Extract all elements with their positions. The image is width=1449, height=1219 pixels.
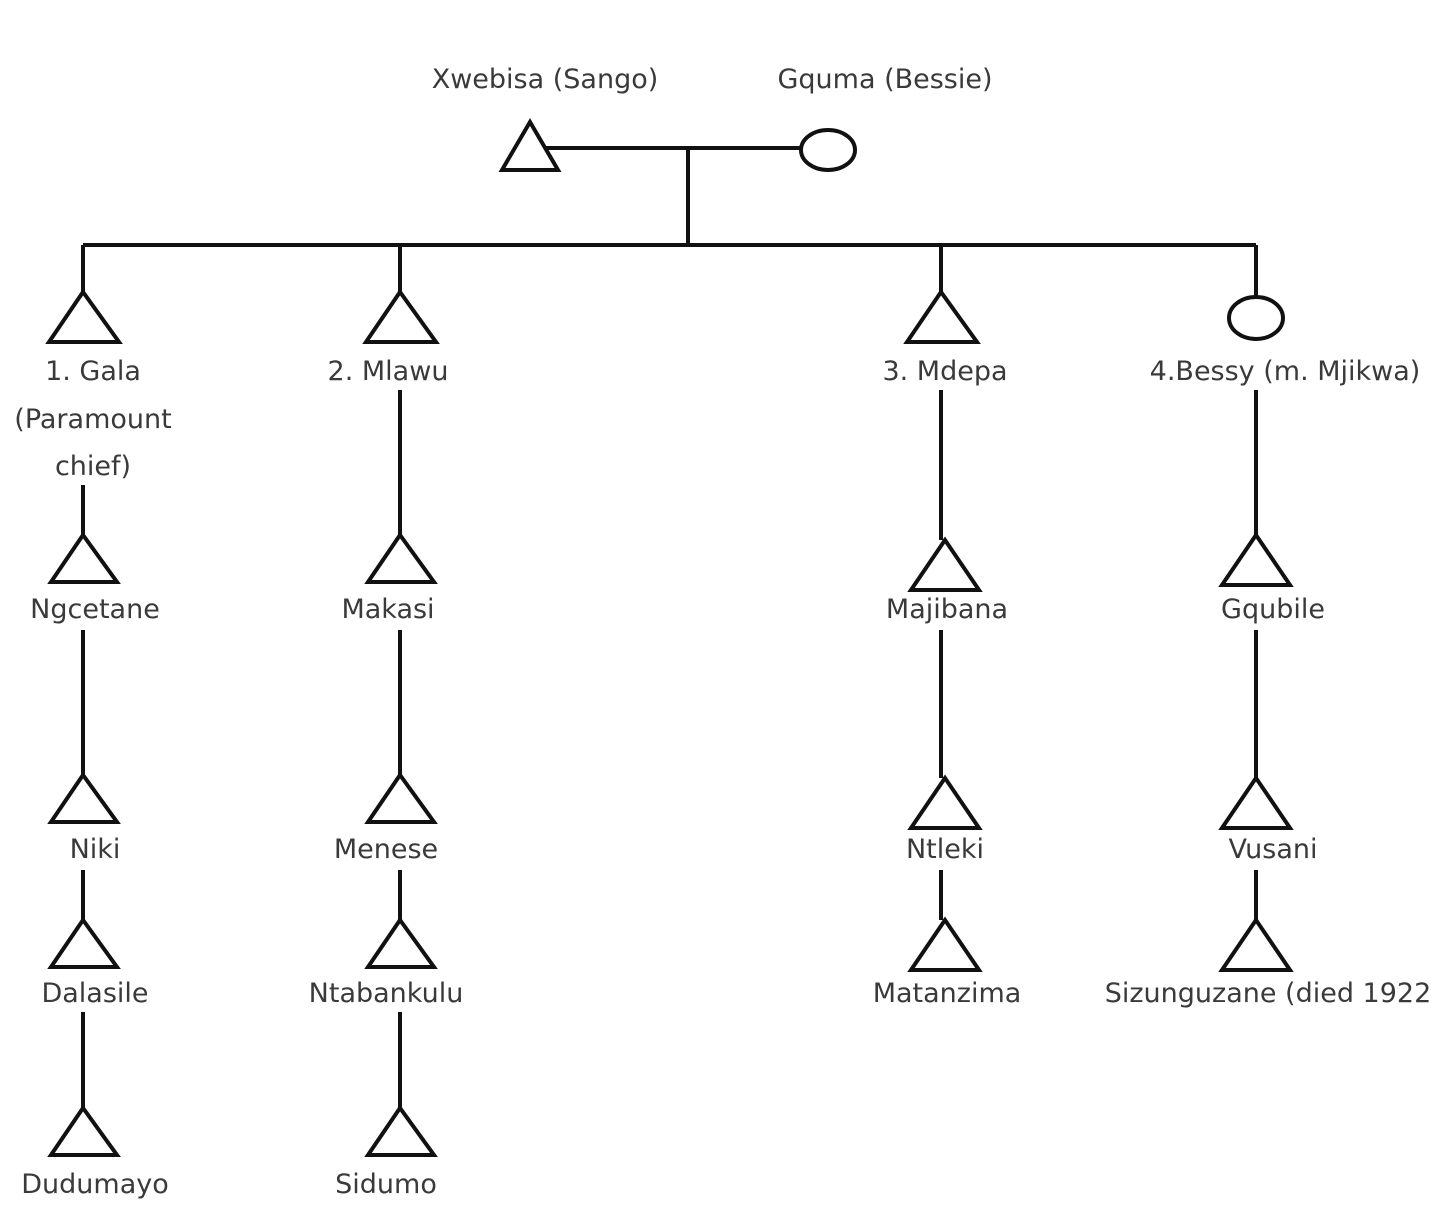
descendant-label: Dalasile	[41, 978, 148, 1009]
father-label: Xwebisa (Sango)	[432, 64, 659, 95]
male-triangle-icon	[498, 118, 562, 172]
male-triangle-icon	[907, 916, 983, 972]
child-label: 3. Mdepa	[882, 356, 1007, 387]
child-label: 1. Gala	[45, 356, 141, 387]
child-label: 4.Bessy (m. Mjikwa)	[1150, 356, 1421, 387]
male-triangle-icon	[364, 531, 438, 584]
male-triangle-icon	[364, 771, 438, 824]
descendant-label: Ntabankulu	[309, 978, 464, 1009]
child-label: 2. Mlawu	[328, 356, 449, 387]
descendant-label: Ngcetane	[30, 594, 160, 625]
branch-bessy: 4.Bessy (m. Mjikwa) Gqubile Vusani Sizun…	[1105, 245, 1432, 1009]
descendant-label: Sidumo	[335, 1169, 437, 1200]
descendant-label: Menese	[334, 834, 438, 865]
descendant-label: Dudumayo	[21, 1169, 169, 1200]
branch-mlawu: 2. Mlawu Makasi Menese Ntabankulu Sidumo	[309, 245, 464, 1200]
male-triangle-icon	[47, 1104, 121, 1157]
descendant-label: Majibana	[886, 594, 1008, 625]
male-triangle-icon	[364, 1104, 438, 1157]
male-triangle-icon	[364, 916, 438, 969]
descendant-label: Vusani	[1229, 834, 1318, 865]
male-triangle-icon	[45, 288, 123, 344]
male-triangle-icon	[47, 916, 121, 969]
female-circle-icon	[799, 128, 857, 172]
male-triangle-icon	[1218, 916, 1294, 972]
branch-mdepa: 3. Mdepa Majibana Ntleki Matanzima	[873, 245, 1022, 1009]
male-triangle-icon	[1218, 531, 1294, 587]
descendant-label: Niki	[70, 834, 121, 865]
descendant-label: Matanzima	[873, 978, 1022, 1009]
male-triangle-icon	[47, 531, 121, 584]
female-circle-icon	[1227, 295, 1285, 341]
descendant-label: Makasi	[341, 594, 434, 625]
mother-label: Gquma (Bessie)	[777, 64, 992, 95]
male-triangle-icon	[907, 774, 983, 830]
male-triangle-icon	[903, 288, 981, 344]
male-triangle-icon	[362, 288, 440, 344]
child-label: (Paramount	[14, 404, 171, 435]
child-label: chief)	[55, 451, 131, 482]
descendant-label: Sizunguzane (died 1922	[1105, 978, 1432, 1009]
descendant-label: Gqubile	[1221, 594, 1325, 625]
descendant-label: Ntleki	[906, 834, 984, 865]
male-triangle-icon	[1218, 774, 1294, 830]
male-triangle-icon	[907, 536, 983, 592]
male-triangle-icon	[47, 771, 121, 824]
branch-gala: 1. Gala (Paramount chief) Ngcetane Niki …	[14, 245, 172, 1200]
